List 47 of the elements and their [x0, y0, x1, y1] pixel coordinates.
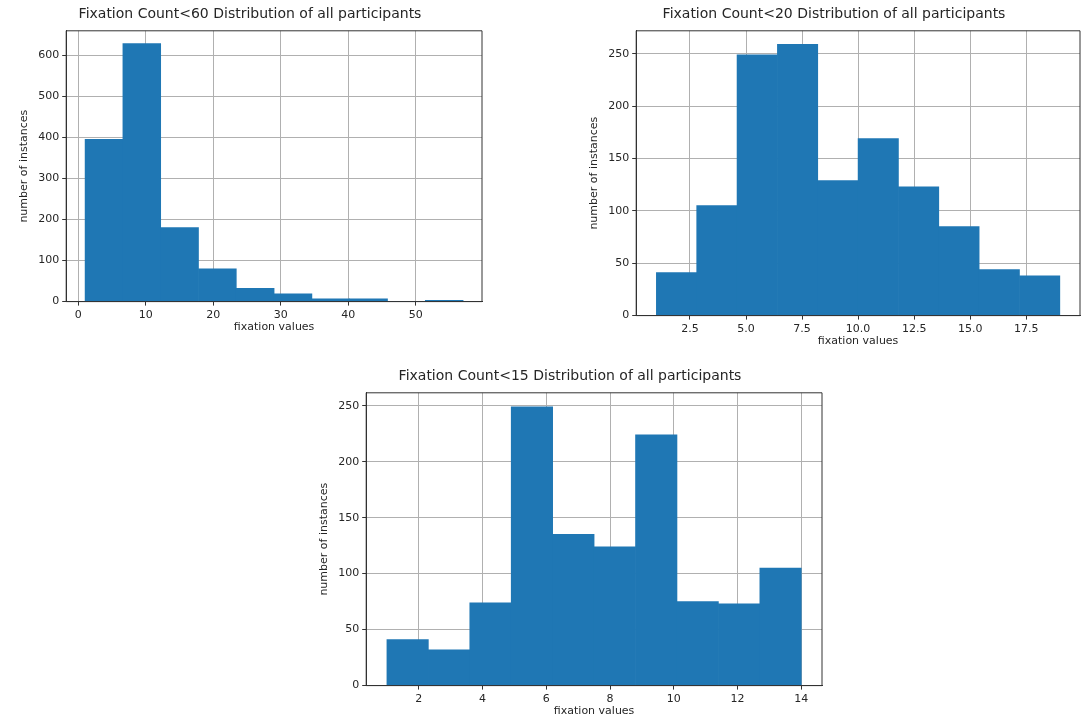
y-tick-label: 0: [52, 294, 60, 308]
x-tick-label: 10: [138, 308, 153, 322]
x-axis-title: fixation values: [233, 320, 315, 334]
x-tick-label: 7.5: [793, 322, 811, 336]
x-tick-label: 5.0: [737, 322, 755, 336]
x-tick-label: 10.0: [845, 322, 871, 336]
y-tick-label: 200: [338, 454, 360, 468]
x-tick-label: 6: [542, 692, 550, 706]
chart-title: Fixation Count<15 Distribution of all participants: [398, 367, 742, 384]
y-tick-label: 100: [338, 566, 360, 580]
x-tick-label: 2.5: [681, 322, 699, 336]
x-axis-title: fixation values: [553, 704, 635, 718]
y-tick-label: 600: [38, 47, 60, 61]
x-tick-label: 14: [794, 692, 809, 706]
y-tick-label: 400: [38, 130, 60, 144]
y-tick-label: 500: [38, 89, 60, 102]
x-tick-label: 17.5: [1013, 322, 1039, 336]
y-tick-label: 50: [615, 256, 630, 270]
y-tick-label: 250: [338, 398, 360, 412]
x-tick-label: 8: [606, 692, 614, 706]
y-tick-label: 200: [38, 212, 60, 226]
y-tick-label: 300: [38, 171, 60, 185]
x-tick-label: 12: [730, 692, 745, 706]
y-axis-title: number of instances: [17, 109, 31, 223]
x-tick-label: 10: [666, 692, 681, 706]
y-tick-label: 0: [352, 678, 360, 692]
y-tick-label: 150: [338, 510, 360, 524]
chart-title: Fixation Count<20 Distribution of all participants: [662, 5, 1006, 22]
y-axis-title: number of instances: [317, 482, 331, 596]
x-tick-label: 15.0: [957, 322, 983, 336]
x-tick-label: 12.5: [901, 322, 927, 336]
y-tick-label: 150: [608, 151, 630, 165]
x-tick-label: 50: [408, 308, 423, 322]
y-tick-label: 100: [608, 203, 630, 217]
y-tick-label: 100: [38, 253, 60, 267]
y-tick-label: 50: [345, 622, 360, 636]
y-tick-label: 200: [608, 99, 630, 113]
x-tick-label: 20: [206, 308, 221, 322]
x-axis-title: fixation values: [817, 334, 899, 348]
x-tick-label: 0: [74, 308, 82, 322]
chart-title: Fixation Count<60 Distribution of all participants: [78, 5, 422, 22]
x-tick-label: 2: [415, 692, 423, 706]
y-axis-title: number of instances: [587, 116, 601, 230]
y-tick-label: 250: [608, 46, 630, 60]
x-tick-label: 40: [341, 308, 356, 322]
x-tick-label: 4: [479, 692, 487, 706]
x-tick-label: 30: [273, 308, 288, 322]
